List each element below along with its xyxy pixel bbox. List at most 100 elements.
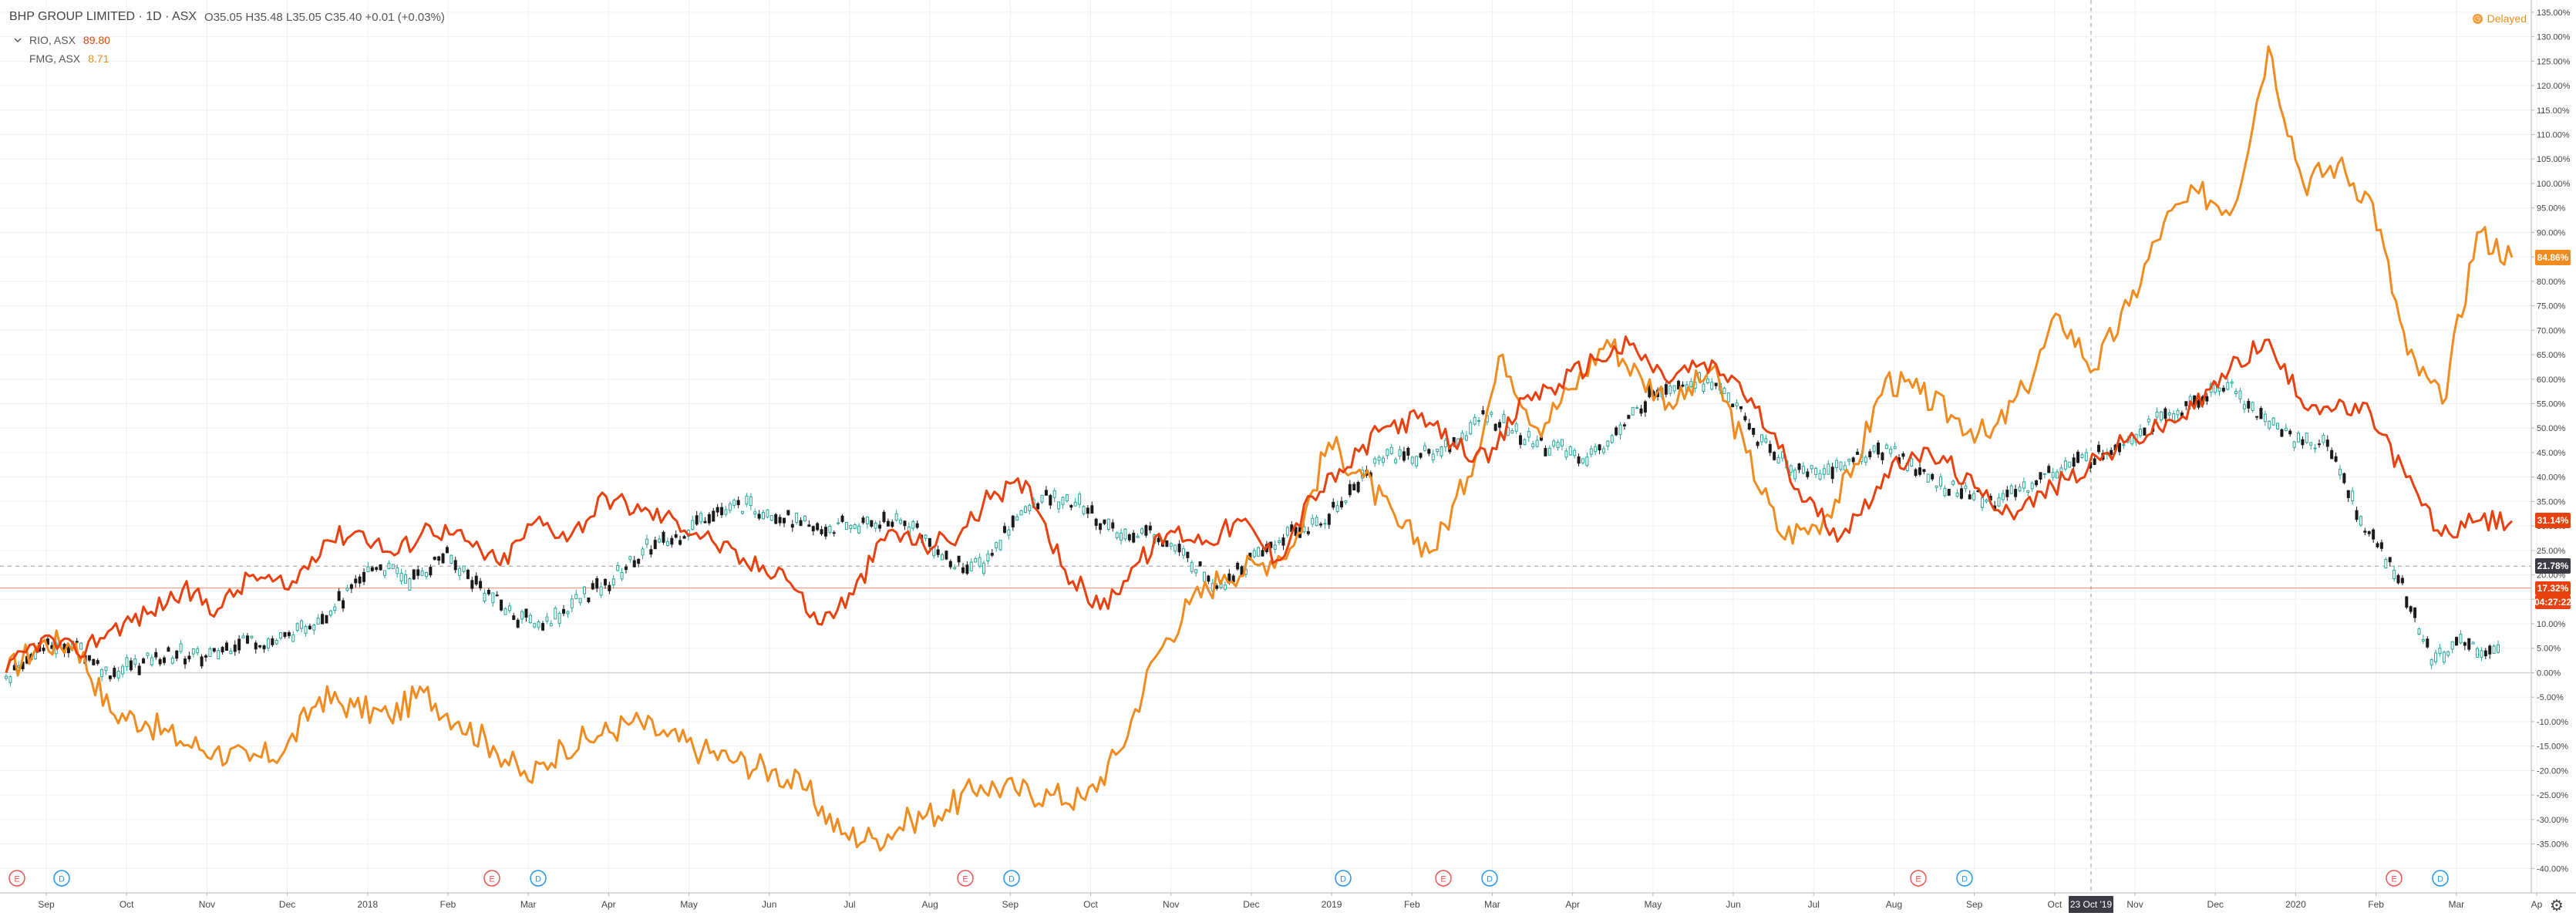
candle-body bbox=[1443, 439, 1447, 448]
time-tick-label: Aug bbox=[1886, 899, 1902, 910]
chart-legend: BHP GROUP LIMITED · 1D · ASX O35.05 H35.… bbox=[9, 8, 445, 68]
candle-body bbox=[450, 554, 453, 564]
candle-body bbox=[1589, 448, 1593, 455]
candle-body bbox=[2117, 443, 2121, 453]
candle-body bbox=[1573, 450, 1577, 456]
candle-body bbox=[1103, 519, 1106, 524]
candle-body bbox=[587, 597, 591, 602]
earnings-marker[interactable] bbox=[1910, 870, 1927, 887]
candle-body bbox=[1877, 443, 1881, 455]
candle-body bbox=[1202, 571, 1206, 582]
candle-body bbox=[799, 520, 803, 527]
candle-body bbox=[2471, 642, 2475, 645]
time-axis[interactable]: Sep Oct Nov Dec 2018 Feb Mar Apr May Jun Jul Aug Sep… bbox=[38, 893, 2543, 910]
time-tick-label: Nov bbox=[1163, 899, 1179, 910]
time-tick-label: Jun bbox=[1726, 899, 1740, 910]
dividend-marker[interactable] bbox=[1003, 870, 1020, 887]
legend-series-fmg[interactable]: FMG, ASX 8.71 bbox=[9, 49, 445, 68]
earnings-marker[interactable] bbox=[957, 870, 974, 887]
candle-body bbox=[2442, 652, 2446, 663]
candle-body bbox=[1631, 406, 1635, 416]
candle-body bbox=[2488, 645, 2492, 655]
candle-body bbox=[1776, 456, 1780, 464]
candle-body bbox=[574, 594, 578, 600]
dividend-marker[interactable] bbox=[1481, 870, 1498, 887]
dividend-marker[interactable] bbox=[1335, 870, 1352, 887]
dividend-marker[interactable] bbox=[2432, 870, 2449, 887]
candle-body bbox=[1473, 416, 1477, 425]
candle-body bbox=[941, 554, 945, 561]
candle-body bbox=[1943, 487, 1947, 497]
candle-body bbox=[1947, 488, 1951, 496]
candle-body bbox=[1398, 449, 1402, 457]
candle-body bbox=[603, 578, 607, 586]
dividend-marker[interactable] bbox=[53, 870, 70, 887]
candle-body bbox=[403, 574, 407, 584]
price-axis[interactable]: -40.00% -35.00% -30.00% -25.00% -20.00% -15.0… bbox=[2531, 8, 2571, 874]
candle-body bbox=[241, 635, 245, 638]
candle-body bbox=[1061, 497, 1065, 505]
candle-body bbox=[1868, 451, 1872, 458]
candle-body bbox=[1498, 422, 1502, 428]
candle-body bbox=[163, 657, 167, 663]
candle-body bbox=[1252, 550, 1256, 557]
candle-body bbox=[1756, 441, 1759, 446]
candle-body bbox=[1319, 524, 1323, 526]
price-tick-label: 35.00% bbox=[2537, 497, 2566, 507]
earnings-marker[interactable] bbox=[1435, 870, 1452, 887]
candle-body bbox=[1622, 424, 1626, 426]
legend-series-value: 8.71 bbox=[88, 52, 109, 65]
candle-body bbox=[891, 521, 894, 527]
candle-body bbox=[665, 541, 669, 547]
candle-body bbox=[1294, 527, 1298, 537]
dividend-marker[interactable] bbox=[1956, 870, 1973, 887]
candle-body bbox=[1348, 483, 1352, 496]
candle-body bbox=[345, 588, 349, 591]
candle-body bbox=[624, 566, 628, 571]
candle-body bbox=[2409, 606, 2413, 612]
candle-body bbox=[649, 549, 653, 555]
candle-body bbox=[2359, 516, 2362, 526]
candle-body bbox=[233, 644, 237, 652]
main-series-title[interactable]: BHP GROUP LIMITED · 1D · ASX bbox=[9, 10, 197, 23]
earnings-marker[interactable] bbox=[8, 870, 25, 887]
candle-body bbox=[1327, 514, 1331, 525]
main-series-row[interactable]: BHP GROUP LIMITED · 1D · ASX O35.05 H35.… bbox=[9, 8, 445, 26]
time-tick-label: Jun bbox=[762, 899, 776, 910]
candle-body bbox=[2172, 413, 2176, 421]
time-tick-label: Aug bbox=[921, 899, 938, 910]
candle-body bbox=[2271, 417, 2275, 426]
earnings-marker[interactable] bbox=[483, 870, 500, 887]
candle-body bbox=[483, 592, 487, 602]
candle-body bbox=[1181, 548, 1185, 556]
candle-body bbox=[674, 534, 678, 538]
candle-body bbox=[857, 525, 861, 534]
candle-body bbox=[328, 610, 332, 616]
delayed-status[interactable]: ◷ Delayed bbox=[2472, 12, 2527, 25]
time-tick-label: Mar bbox=[1484, 899, 1500, 910]
candle-body bbox=[370, 567, 374, 571]
time-tick-label: Sep bbox=[1002, 899, 1019, 910]
earnings-marker[interactable] bbox=[2386, 870, 2403, 887]
candle-body bbox=[175, 650, 179, 659]
candle-body bbox=[2459, 633, 2463, 644]
candle-body bbox=[641, 548, 645, 556]
candle-body bbox=[258, 645, 262, 648]
candle-body bbox=[1356, 482, 1360, 493]
candle-body bbox=[1822, 468, 1826, 475]
candle-body bbox=[953, 567, 957, 570]
time-tick-label: Apr bbox=[1565, 899, 1580, 910]
candle-body bbox=[466, 569, 470, 579]
collapse-chevron-icon[interactable] bbox=[9, 32, 26, 49]
legend-series-rio[interactable]: RIO, ASX 89.80 bbox=[9, 31, 445, 49]
candle-body bbox=[924, 534, 928, 539]
candle-body bbox=[2259, 408, 2263, 419]
dividend-marker[interactable] bbox=[530, 870, 547, 887]
price-tick-label: 50.00% bbox=[2537, 424, 2566, 433]
candle-body bbox=[2056, 471, 2059, 479]
event-marker-letter: E bbox=[1440, 875, 1446, 884]
settings-gear-icon[interactable]: ⚙ bbox=[2550, 897, 2564, 914]
candle-body bbox=[150, 657, 153, 665]
candle-body bbox=[1544, 448, 1547, 456]
